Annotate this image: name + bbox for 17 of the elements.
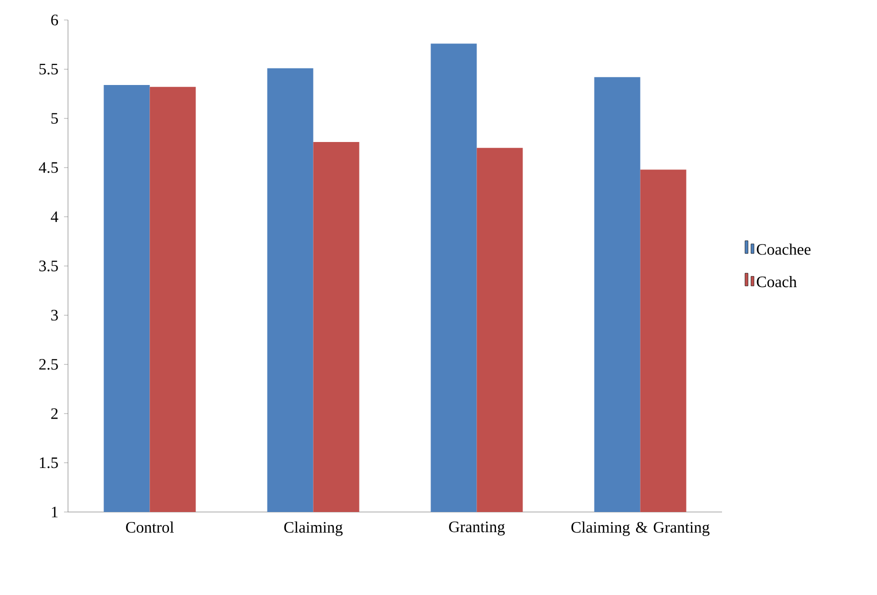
y-tick-label: 1.5 [40,457,58,468]
y-tick-label: 3.5 [39,260,58,272]
x-tick-label: Claiming & Granting [571,522,710,536]
y-tick-label: 5 [51,113,58,124]
x-tick-label: Claiming [284,522,343,536]
y-tick-label: 4 [50,212,58,222]
legend-label: Coach [756,276,797,288]
x-tick-label: Granting [449,522,505,536]
y-tick-label: 6 [51,14,58,26]
legend-label: Coachee [756,244,810,255]
y-tick-label: 5.5 [39,64,58,75]
y-tick-label: 3 [51,310,58,321]
x-tick-label: Control [126,522,174,533]
y-tick-label: 2 [51,408,58,419]
y-tick-label: 4.5 [38,162,58,173]
y-tick-label: 1 [52,506,58,518]
y-tick-label: 2.5 [39,359,58,370]
